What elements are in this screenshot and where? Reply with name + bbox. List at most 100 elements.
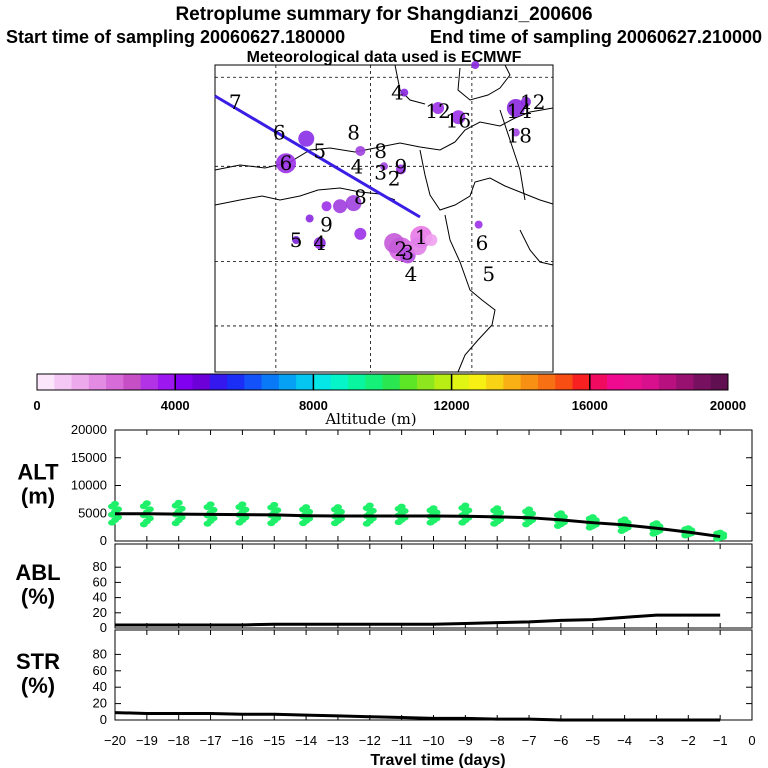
- alt-spread-point: [174, 499, 183, 506]
- colorbar-cell: [330, 374, 349, 390]
- plume-dots: [275, 61, 531, 264]
- alt-spread-point: [588, 514, 597, 521]
- plume-dot: [511, 128, 520, 137]
- colorbar-cell: [607, 374, 625, 390]
- plume-dot: [355, 145, 366, 156]
- panel-ylabel-name: ABL: [15, 560, 60, 585]
- y-tick-label: 0: [100, 712, 107, 727]
- plume-dot: [275, 153, 296, 174]
- alt-spread-point: [142, 500, 151, 507]
- alt-spread-point: [525, 506, 534, 513]
- alt-spread-point: [209, 515, 218, 522]
- alt-spread-point: [145, 515, 154, 522]
- map-day-label: 4: [405, 262, 418, 286]
- x-tick-label: −18: [168, 733, 190, 748]
- boundary-line: [214, 141, 456, 171]
- alt-spread-point: [145, 506, 154, 513]
- panel-frame: [114, 629, 753, 721]
- x-tick-label: −17: [200, 733, 222, 748]
- x-tick-label: −14: [295, 733, 317, 748]
- colorbar-cell: [88, 374, 107, 390]
- alt-spread-point: [206, 501, 215, 508]
- colorbar-cell: [399, 374, 418, 390]
- y-tick-label: 60: [93, 574, 107, 589]
- map-day-label: 6: [280, 151, 293, 175]
- alt-spread-point: [333, 504, 342, 511]
- map-day-label: 18: [506, 124, 531, 148]
- plume-dot: [400, 88, 409, 97]
- alt-spread-point: [365, 502, 374, 509]
- alt-spread-point: [273, 507, 282, 514]
- alt-spread-point: [241, 506, 250, 513]
- map-day-label: 5: [290, 228, 303, 252]
- plume-dot: [471, 61, 480, 69]
- x-tick-label: −2: [681, 733, 696, 748]
- alt-spread-point: [429, 505, 438, 512]
- alt-spread-point: [305, 508, 314, 515]
- colorbar-cell: [537, 374, 556, 390]
- colorbar-cell: [503, 374, 522, 390]
- x-tick-label: −20: [104, 733, 126, 748]
- alt-spread-point: [684, 525, 693, 532]
- colorbar-cell: [175, 374, 193, 390]
- colorbar-cell: [676, 374, 694, 390]
- plume-dot: [313, 237, 326, 250]
- y-tick-label: 80: [93, 646, 107, 661]
- alt-spread-point: [302, 504, 311, 511]
- x-tick-label: −16: [231, 733, 253, 748]
- x-tick-label: −3: [649, 733, 664, 748]
- plume-dot: [425, 233, 438, 246]
- alt-spread-point: [716, 529, 725, 536]
- colorbar-tick-label: 4000: [161, 398, 190, 413]
- map-day-label: 5: [313, 139, 326, 163]
- map-day-label: 9: [395, 154, 408, 178]
- colorbar-cell: [468, 374, 487, 390]
- alt-spread-point: [400, 508, 409, 515]
- y-tick-label: 10000: [71, 478, 107, 493]
- map-frame: [214, 64, 554, 373]
- colorbar-tick-label: 8000: [299, 398, 328, 413]
- plume-dot: [345, 195, 362, 212]
- map-day-label: 4: [313, 231, 326, 255]
- panel-ylabel-unit: (%): [21, 584, 55, 609]
- map-day-label: 14: [506, 99, 531, 123]
- alt-spread-point: [114, 506, 122, 513]
- map-day-label: 6: [476, 231, 489, 255]
- title-start-time: Start time of sampling 20060627.180000: [6, 27, 345, 47]
- colorbar-frame: [36, 373, 729, 391]
- x-tick-label: −13: [327, 733, 349, 748]
- map-day-label: 2: [395, 237, 408, 261]
- colorbar-ticks: 0 4000 8000 12000 16000 20000: [33, 374, 746, 413]
- alt-spread-point: [177, 514, 186, 521]
- y-tick-label: 40: [93, 590, 107, 605]
- alt-spread-point: [464, 507, 473, 514]
- colorbar-cell: [417, 374, 435, 390]
- map-day-label: 6: [273, 121, 286, 145]
- colorbar: 0 4000 8000 12000 16000 20000 Altitude (m): [33, 373, 746, 428]
- alt-spread-point: [336, 508, 345, 515]
- map-day-label: 4: [391, 81, 404, 105]
- colorbar-cell: [192, 374, 211, 390]
- colorbar-cell: [451, 374, 470, 390]
- map-day-label: 5: [482, 262, 495, 286]
- coastline: [444, 214, 496, 373]
- y-tick-label: 80: [93, 559, 107, 574]
- plume-dot: [298, 130, 315, 147]
- x-tick-label: −7: [522, 733, 537, 748]
- boundary-line: [499, 109, 526, 201]
- panel-ylabel-unit: (m): [21, 484, 55, 509]
- colorbar-cell: [520, 374, 539, 390]
- colorbar-cell: [278, 374, 297, 390]
- alt-spread-point: [493, 505, 502, 512]
- x-tick-label: −5: [585, 733, 600, 748]
- boundary-line: [214, 187, 396, 206]
- colorbar-cell: [106, 374, 124, 390]
- x-tick-label: −19: [136, 733, 158, 748]
- map-day-label: 8: [374, 139, 387, 163]
- colorbar-cell: [434, 374, 453, 390]
- colorbar-cell: [710, 374, 729, 390]
- alt-mean-line: [115, 512, 721, 539]
